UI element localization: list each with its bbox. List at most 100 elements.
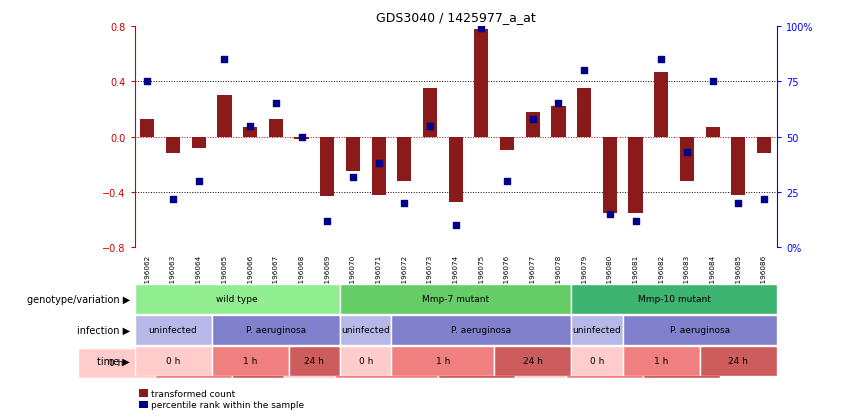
Bar [391,315,571,345]
Text: 1 h: 1 h [379,358,393,368]
Bar [398,137,411,182]
Point [423,123,437,130]
Bar [340,315,391,345]
Text: genotype/variation ▶: genotype/variation ▶ [27,294,130,304]
Text: 24 h: 24 h [248,358,268,368]
Text: 24 h: 24 h [305,356,325,366]
Text: 24 h: 24 h [672,358,692,368]
Bar [340,346,391,376]
Text: 1 h: 1 h [187,358,201,368]
Bar [706,128,720,137]
Bar [449,137,463,202]
Text: 0 h: 0 h [302,358,317,368]
Point [218,57,232,63]
Bar [294,137,309,140]
Text: Mmp-10 mutant: Mmp-10 mutant [638,294,711,304]
Bar [628,137,642,213]
Bar [566,348,643,378]
Point [603,211,617,218]
Text: percentile rank within the sample: percentile rank within the sample [151,400,304,409]
Bar [474,30,489,137]
Bar [212,315,340,345]
Text: 0 h: 0 h [109,358,124,368]
Bar [700,346,777,376]
Bar [526,112,540,137]
Point [757,196,771,202]
Point [526,116,540,123]
Text: 0 h: 0 h [358,356,373,366]
Bar [437,348,515,378]
Text: 1 h: 1 h [243,356,257,366]
Bar [192,137,206,148]
Text: uninfected: uninfected [148,325,197,335]
Bar [166,137,181,154]
Text: time ▶: time ▶ [97,356,130,366]
Text: 1 h: 1 h [436,356,450,366]
Text: Mmp-7 mutant: Mmp-7 mutant [422,294,490,304]
Point [706,79,720,85]
Text: wild type: wild type [216,294,258,304]
Text: uninfected: uninfected [341,325,390,335]
Bar [500,137,514,151]
Point [398,200,411,207]
Bar [571,315,622,345]
Point [320,218,334,225]
Bar [602,137,617,213]
Bar [135,315,212,345]
Text: 0 h: 0 h [590,356,604,366]
Bar [78,348,155,378]
Bar [135,346,212,376]
Point [192,178,206,185]
Point [732,200,746,207]
Bar [284,348,335,378]
Bar [622,315,777,345]
Text: 1 h: 1 h [598,358,612,368]
Text: 24 h: 24 h [466,358,486,368]
Point [680,150,694,156]
Bar [233,348,284,378]
Bar [494,346,571,376]
Point [449,222,463,229]
Bar [320,137,334,197]
Text: 24 h: 24 h [523,356,542,366]
Point [243,123,257,130]
Point [141,79,155,85]
Bar [423,89,437,137]
Bar [141,119,155,137]
Text: P. aeruginosa: P. aeruginosa [451,325,511,335]
Bar [212,346,289,376]
Text: infection ▶: infection ▶ [77,325,130,335]
Text: 24 h: 24 h [728,356,748,366]
Text: P. aeruginosa: P. aeruginosa [670,325,730,335]
Text: 0 h: 0 h [166,356,181,366]
Bar [731,137,746,195]
Point [628,218,642,225]
Bar [571,284,777,314]
Bar [372,137,385,195]
Point [654,57,668,63]
Text: P. aeruginosa: P. aeruginosa [246,325,306,335]
Bar [622,346,700,376]
Point [346,174,360,180]
Point [166,196,180,202]
Point [294,134,308,140]
Bar [345,137,360,172]
Bar [155,348,233,378]
Point [372,161,385,167]
Bar [391,346,494,376]
Bar [577,89,591,137]
Point [475,26,489,32]
Point [500,178,514,185]
Bar [680,137,694,182]
Text: 0 h: 0 h [534,358,548,368]
Bar [269,119,283,137]
Bar [335,348,437,378]
Title: GDS3040 / 1425977_a_at: GDS3040 / 1425977_a_at [376,11,536,24]
Point [577,68,591,74]
Text: 1 h: 1 h [654,356,668,366]
Text: transformed count: transformed count [151,389,235,398]
Point [551,101,565,107]
Bar [135,284,340,314]
Text: uninfected: uninfected [573,325,621,335]
Bar [289,346,340,376]
